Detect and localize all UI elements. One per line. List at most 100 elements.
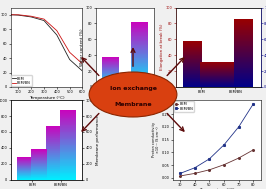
Bar: [60, 162, 76, 163]
Bar: [131, 71, 148, 72]
Bar: [60, 115, 76, 116]
Bar: [234, 58, 253, 59]
Y-axis label: Proton conductivity
×10⁻¹ (S cm⁻¹): Proton conductivity ×10⁻¹ (S cm⁻¹): [152, 122, 160, 157]
Bar: [200, 84, 219, 85]
Bar: [102, 70, 119, 71]
Bar: [183, 62, 202, 63]
BEM/BN: [178, 172, 182, 174]
Bar: [60, 150, 76, 151]
Bar: [31, 158, 47, 159]
Bar: [46, 129, 62, 130]
Bar: [234, 40, 253, 41]
Bar: [234, 30, 253, 31]
Bar: [60, 122, 76, 123]
Bar: [46, 126, 62, 127]
Bar: [131, 24, 148, 25]
Bar: [46, 163, 62, 164]
Bar: [46, 153, 62, 154]
Bar: [131, 47, 148, 48]
Bar: [46, 173, 62, 174]
Bar: [183, 54, 202, 55]
Bar: [17, 159, 33, 160]
Bar: [31, 150, 47, 151]
Bar: [31, 157, 47, 158]
Bar: [183, 85, 202, 86]
Bar: [46, 169, 62, 170]
Bar: [183, 41, 202, 42]
Bar: [200, 78, 219, 79]
Bar: [183, 48, 202, 49]
Bar: [60, 160, 76, 161]
Y-axis label: Water content (%): Water content (%): [80, 28, 84, 66]
Bar: [131, 40, 148, 41]
Bar: [17, 161, 33, 162]
Bar: [234, 51, 253, 52]
Bar: [46, 162, 62, 163]
Bar: [234, 60, 253, 61]
Bar: [60, 112, 76, 113]
Bar: [17, 176, 33, 177]
Bar: [234, 74, 253, 75]
Bar: [46, 132, 62, 133]
Bar: [131, 41, 148, 42]
Bar: [131, 80, 148, 81]
Bar: [234, 63, 253, 64]
Bar: [31, 172, 47, 173]
Bar: [60, 170, 76, 171]
Bar: [131, 39, 148, 40]
Bar: [131, 34, 148, 35]
Bar: [131, 38, 148, 39]
Bar: [234, 31, 253, 32]
Bar: [60, 175, 76, 176]
Bar: [217, 81, 236, 82]
Bar: [183, 67, 202, 68]
Bar: [200, 66, 219, 67]
Bar: [46, 166, 62, 167]
Bar: [131, 30, 148, 31]
Bar: [234, 81, 253, 82]
Bar: [60, 178, 76, 179]
Bar: [46, 125, 62, 126]
Bar: [46, 128, 62, 129]
Bar: [60, 128, 76, 129]
Bar: [183, 86, 202, 87]
Bar: [31, 167, 47, 168]
Bar: [200, 63, 219, 64]
Bar: [60, 110, 76, 111]
Bar: [234, 77, 253, 78]
Bar: [60, 139, 76, 140]
Bar: [183, 68, 202, 69]
Bar: [234, 34, 253, 35]
Bar: [234, 53, 253, 54]
Bar: [131, 27, 148, 28]
Bar: [183, 83, 202, 84]
BEM/BN: [252, 103, 255, 105]
Bar: [183, 45, 202, 46]
Bar: [217, 82, 236, 83]
Bar: [183, 50, 202, 51]
Bar: [200, 72, 219, 73]
Bar: [17, 172, 33, 173]
Bar: [234, 32, 253, 33]
Bar: [234, 55, 253, 56]
Bar: [234, 36, 253, 37]
Bar: [217, 63, 236, 64]
Bar: [60, 165, 76, 166]
Bar: [234, 83, 253, 84]
Bar: [131, 37, 148, 38]
BEM/BN: [42, 18, 45, 20]
Bar: [102, 75, 119, 76]
Bar: [234, 22, 253, 23]
Bar: [183, 63, 202, 64]
Bar: [217, 64, 236, 65]
Bar: [60, 176, 76, 177]
Bar: [131, 78, 148, 79]
Bar: [131, 59, 148, 60]
Bar: [183, 74, 202, 75]
Bar: [200, 62, 219, 63]
Bar: [17, 170, 33, 171]
Bar: [217, 75, 236, 76]
Bar: [46, 175, 62, 176]
Bar: [183, 73, 202, 74]
Bar: [102, 63, 119, 64]
